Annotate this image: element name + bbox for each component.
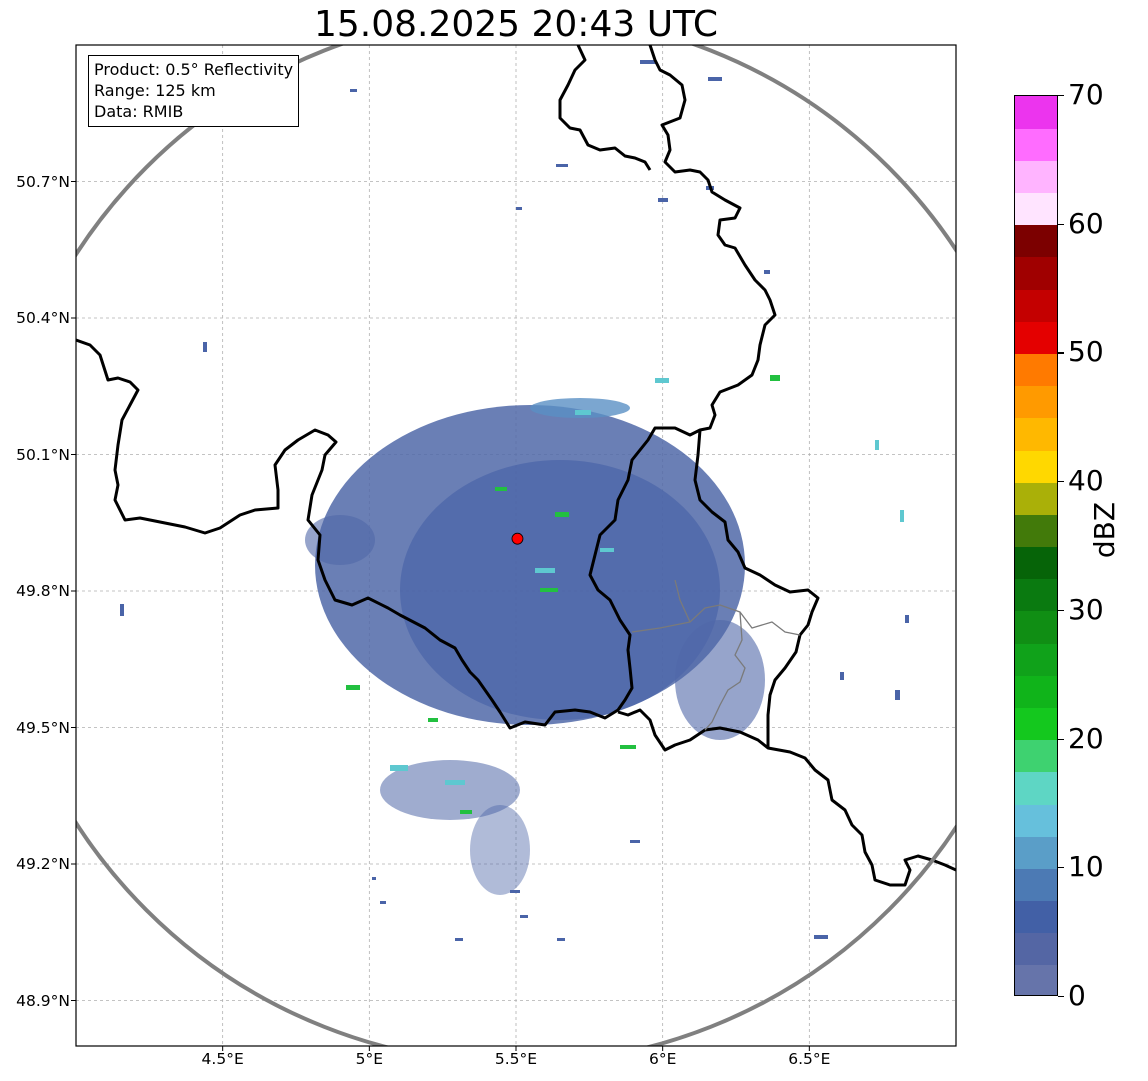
colorbar-segment [1015, 96, 1057, 129]
echo-cells-green [346, 375, 780, 814]
lat-tick-label: 49.2°N [16, 855, 70, 873]
colorbar-segment [1015, 836, 1057, 869]
axis-tick-marks [71, 181, 810, 1051]
colorbar-segment [1015, 224, 1057, 258]
colorbar-segment [1015, 578, 1057, 612]
lat-tick-label: 50.1°N [16, 445, 70, 464]
colorbar-segment [1015, 964, 1057, 995]
colorbar-tick-mark [1058, 352, 1064, 354]
colorbar-segment [1015, 482, 1057, 515]
colorbar-label: dBZ [1088, 501, 1121, 559]
colorbar-segment [1015, 514, 1057, 548]
colorbar-segment [1015, 868, 1057, 902]
colorbar-segment [1015, 900, 1057, 934]
lat-tick-label: 48.9°N [16, 991, 70, 1010]
colorbar-segment [1015, 192, 1057, 226]
belgium-france-border-west [76, 45, 777, 730]
colorbar-tick-mark [1058, 95, 1064, 97]
colorbar-tick-mark [1058, 223, 1064, 225]
province-borders [631, 579, 801, 731]
product-info-box: Product: 0.5° Reflectivity Range: 125 km… [88, 55, 300, 127]
map-title: 15.08.2025 20:43 UTC [313, 4, 719, 45]
colorbar-segment [1015, 739, 1057, 773]
colorbar-tick-label: 50 [1068, 335, 1104, 369]
colorbar-tick-label: 20 [1068, 721, 1104, 755]
info-product: Product: 0.5° Reflectivity [94, 60, 294, 79]
info-data-source: Data: RMIB [94, 102, 184, 121]
lon-tick-label: 5°E [355, 1050, 384, 1068]
colorbar-segment [1015, 610, 1057, 644]
echo-cells-cyan [390, 378, 904, 785]
lon-tick-label: 6°E [648, 1050, 677, 1068]
colorbar-segment [1015, 289, 1057, 322]
colorbar-tick-mark [1058, 738, 1064, 740]
echo-south-tail [380, 760, 520, 820]
lon-tick-label: 5.5°E [494, 1050, 538, 1068]
echo-isolated-pixels [120, 60, 909, 941]
echo-west-fringe [305, 515, 375, 565]
colorbar-tick-label: 10 [1068, 850, 1104, 884]
lat-tick-label: 50.4°N [16, 309, 70, 327]
lat-tick-label: 49.8°N [16, 582, 70, 600]
colorbar-segment [1015, 353, 1057, 387]
colorbar-tick-label: 0 [1068, 979, 1086, 1012]
radar-site-marker [511, 532, 524, 545]
echo-south-streak [470, 805, 530, 895]
colorbar-tick-label: 60 [1068, 206, 1104, 240]
belgium-germany-border-north [558, 45, 652, 171]
colorbar-segment [1015, 417, 1057, 451]
colorbar-segment [1015, 160, 1057, 194]
colorbar-segment [1015, 643, 1057, 676]
colorbar-tick-mark [1058, 867, 1064, 869]
colorbar-segment [1015, 256, 1057, 290]
colorbar-tick-mark [1058, 609, 1064, 612]
echo-east-fringe [675, 620, 765, 740]
colorbar-segment [1015, 449, 1057, 483]
lat-tick-label: 49.5°N [16, 718, 70, 737]
france-germany-border-east [767, 746, 956, 887]
info-range: Range: 125 km [94, 81, 216, 100]
colorbar-tick-label: 30 [1068, 592, 1104, 626]
colorbar [1014, 95, 1058, 996]
lat-tick-label: 50.7°N [16, 172, 70, 191]
colorbar-segment [1015, 546, 1057, 580]
colorbar-segment [1015, 803, 1057, 837]
colorbar-segment [1015, 128, 1057, 161]
colorbar-segment [1015, 675, 1057, 708]
colorbar-tick-label: 70 [1068, 78, 1104, 111]
country-borders [76, 45, 956, 887]
lon-tick-label: 4.5°E [201, 1050, 244, 1068]
echo-inner [400, 460, 720, 720]
colorbar-segment [1015, 932, 1057, 966]
colorbar-segment [1015, 771, 1057, 805]
colorbar-tick-mark [1058, 481, 1064, 483]
colorbar-segment [1015, 385, 1057, 419]
echo-north-band [530, 398, 630, 418]
luxembourg-border [617, 429, 820, 752]
lon-tick-label: 6.5°E [788, 1050, 831, 1068]
colorbar-tick-mark [1058, 996, 1064, 998]
colorbar-tick-label: 40 [1068, 464, 1104, 498]
reflectivity-echoes [120, 60, 909, 941]
colorbar-segment [1015, 707, 1057, 741]
colorbar-segment [1015, 321, 1057, 355]
